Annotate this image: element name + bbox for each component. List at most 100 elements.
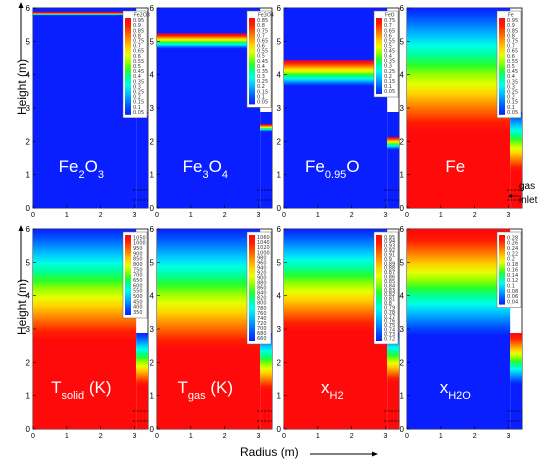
y-axis-label-top: Height (m): [15, 59, 29, 116]
legend-tick-1-8: 0.45: [257, 59, 268, 65]
x-tick-1-0: 0: [155, 212, 159, 219]
y-tick-3-2: 2: [400, 137, 405, 146]
legend-tick-1-10: 0.35: [257, 69, 268, 75]
legend-tick-3-1: 0.9: [507, 23, 515, 29]
x-tick-0-2: 2: [99, 212, 103, 219]
y-tick-2-6: 6: [277, 4, 282, 13]
legend-tick-2-8: 0.35: [384, 59, 395, 65]
y-tick-3-0: 0: [400, 204, 405, 213]
legend-tick-7-10: 0.08: [507, 289, 518, 295]
legend-tick-0-2: 0.85: [133, 28, 144, 34]
x-tick-0-0: 0: [31, 212, 35, 219]
y-tick-3-4: 4: [400, 71, 405, 80]
y-tick-2-0: 0: [277, 204, 282, 213]
panel-label-1: Fe3O4: [183, 157, 228, 181]
legend-tick-3-5: 0.7: [507, 44, 515, 50]
x-tick-0-3: 3: [133, 212, 137, 219]
legend-tick-3-12: 0.35: [507, 79, 518, 85]
legend-tick-0-16: 0.15: [133, 100, 144, 106]
y-tick-2-3: 3: [277, 104, 282, 113]
legend-tick-6-20: 0.75: [384, 323, 395, 329]
y-tick-4-0: 0: [26, 425, 31, 434]
legend-tick-0-15: 0.2: [133, 95, 141, 101]
x-tick-1-3: 3: [257, 212, 261, 219]
legend-tick-6-8: 0.87: [384, 270, 395, 276]
legend-tick-5-11: 840: [257, 291, 267, 297]
legend-title-0: Fe2O3: [134, 13, 150, 19]
legend-tick-4-7: 700: [133, 273, 143, 279]
legend-colorbar-6: [376, 235, 382, 341]
x-tick-7-1: 1: [439, 433, 443, 440]
y-tick-4-4: 4: [26, 292, 31, 301]
legend-tick-0-1: 0.9: [133, 23, 141, 29]
panel-label-2: Fe0.95O: [305, 157, 360, 181]
legend-tick-5-16: 740: [257, 316, 267, 322]
x-tick-2-0: 0: [282, 212, 286, 219]
y-tick-4-2: 2: [26, 358, 31, 367]
x-tick-3-3: 3: [507, 212, 511, 219]
y-tick-3-1: 1: [400, 171, 405, 180]
y-tick-6-1: 1: [277, 392, 282, 401]
x-tick-6-2: 2: [350, 433, 354, 440]
legend-tick-3-16: 0.15: [507, 100, 518, 106]
legend-tick-0-13: 0.3: [133, 84, 141, 90]
legend-tick-2-2: 0.65: [384, 28, 395, 34]
legend-tick-2-12: 0.15: [384, 79, 395, 85]
x-tick-4-3: 3: [133, 433, 137, 440]
legend-tick-5-5: 960: [257, 260, 267, 266]
y-axis-label-bottom: Height (m): [15, 279, 29, 336]
y-tick-5-2: 2: [150, 358, 155, 367]
legend-tick-3-9: 0.5: [507, 64, 515, 70]
y-tick-6-6: 6: [277, 225, 282, 234]
heatmap-panel-1: Fe3O40.850.80.750.70.650.60.550.50.450.4…: [150, 4, 274, 219]
legend-tick-7-2: 0.24: [507, 246, 518, 252]
legend-tick-7-3: 0.22: [507, 251, 518, 257]
legend-tick-7-9: 0.1: [507, 283, 515, 289]
legend-tick-3-6: 0.65: [507, 49, 518, 55]
legend-tick-5-20: 660: [257, 336, 267, 342]
legend-tick-4-11: 500: [133, 294, 143, 300]
y-tick-3-6: 6: [400, 4, 405, 13]
legend-tick-0-10: 0.45: [133, 69, 144, 75]
heatmap-field-0: [33, 8, 137, 208]
legend-tick-7-11: 0.06: [507, 294, 518, 300]
legend-tick-4-8: 650: [133, 278, 143, 284]
x-tick-3-0: 0: [405, 212, 409, 219]
legend-tick-4-12: 450: [133, 299, 143, 305]
y-tick-4-3: 3: [26, 325, 31, 334]
legend-tick-3-8: 0.55: [507, 59, 518, 65]
legend-tick-6-22: 0.73: [384, 332, 395, 338]
x-arrow: [372, 451, 378, 457]
legend-tick-2-1: 0.7: [384, 23, 392, 29]
y-tick-3-3: 3: [400, 104, 405, 113]
y-tick-0-5: 5: [26, 37, 31, 46]
legend-tick-5-9: 880: [257, 281, 267, 287]
x-tick-6-0: 0: [282, 433, 286, 440]
legend-tick-6-13: 0.82: [384, 292, 395, 298]
panel-label-6: xH2: [321, 378, 344, 402]
legend-tick-3-13: 0.3: [507, 84, 515, 90]
legend-colorbar-4: [125, 235, 131, 315]
panel-label-0: Fe2O3: [59, 157, 104, 181]
legend-tick-7-5: 0.18: [507, 262, 518, 268]
legend-tick-5-7: 920: [257, 270, 267, 276]
y-tick-6-3: 3: [277, 325, 282, 334]
y-tick-1-6: 6: [150, 4, 155, 13]
y-tick-2-5: 5: [277, 37, 282, 46]
y-tick-4-1: 1: [26, 392, 31, 401]
y-tick-1-0: 0: [150, 204, 155, 213]
legend-tick-6-10: 0.85: [384, 279, 395, 285]
legend-tick-1-15: 0.1: [257, 94, 265, 100]
legend-tick-7-0: 0.28: [507, 235, 518, 241]
y-tick-1-2: 2: [150, 137, 155, 146]
x-tick-4-0: 0: [31, 433, 35, 440]
legend-tick-5-6: 940: [257, 265, 267, 271]
legend-tick-5-3: 1000: [257, 250, 270, 256]
legend-tick-2-11: 0.2: [384, 74, 392, 80]
y-tick-1-4: 4: [150, 71, 155, 80]
legend-tick-7-6: 0.16: [507, 267, 518, 273]
legend-tick-3-18: 0.05: [507, 110, 518, 116]
panel-label-5: Tgas (K): [178, 378, 234, 402]
y-tick-5-3: 3: [150, 325, 155, 334]
